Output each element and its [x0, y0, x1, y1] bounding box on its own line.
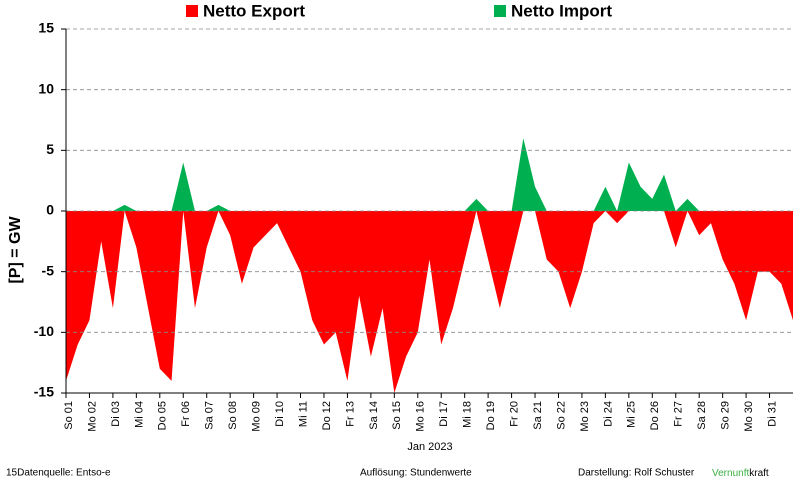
area [66, 138, 793, 211]
brand-green: Vernunft [712, 468, 749, 479]
area [66, 211, 793, 393]
x-tick-label: Mo 02 [86, 401, 98, 432]
x-tick-label: So 08 [227, 401, 239, 430]
y-tick-label: 5 [46, 141, 54, 157]
x-tick-label: Mi 04 [133, 401, 145, 428]
x-tick-label: Mo 09 [251, 401, 263, 432]
y-tick-label: 15 [38, 20, 54, 36]
footer-source: 15Datenquelle: Entso-e [6, 468, 111, 479]
x-tick-label: Fr 06 [180, 401, 192, 427]
x-tick-label: Do 12 [321, 401, 333, 430]
x-tick-label: So 15 [391, 401, 403, 430]
legend-label: Netto Import [511, 1, 612, 20]
x-tick-label: Di 10 [274, 401, 286, 427]
legend-swatch [186, 5, 198, 17]
x-tick-label: Mi 18 [462, 401, 474, 428]
x-tick-label: Sa 28 [696, 401, 708, 430]
x-tick-label: Mo 16 [415, 401, 427, 432]
x-tick-label: Fr 13 [344, 401, 356, 427]
y-tick-label: -15 [34, 384, 54, 400]
x-tick-label: Mo 23 [579, 401, 591, 432]
x-tick-label: So 22 [555, 401, 567, 430]
x-tick-label: Do 26 [649, 401, 661, 430]
y-tick-label: 0 [46, 202, 54, 218]
x-tick-label: Di 24 [602, 401, 614, 427]
x-tick-label: Sa 21 [532, 401, 544, 430]
x-tick-label: Di 31 [766, 401, 778, 427]
footer-resolution: Auflösung: Stundenwerte [360, 468, 472, 479]
x-tick-label: So 01 [63, 401, 75, 430]
x-tick-label: Do 05 [157, 401, 169, 430]
x-tick-label: Do 19 [485, 401, 497, 430]
x-axis-label: Jan 2023 [407, 441, 452, 453]
y-tick-label: 10 [38, 80, 54, 96]
x-tick-label: Fr 20 [508, 401, 520, 427]
brand-black: kraft [749, 468, 769, 479]
x-tick-label: Sa 07 [204, 401, 216, 430]
x-tick-label: Sa 14 [368, 401, 380, 430]
x-tick-label: Fr 27 [673, 401, 685, 427]
y-axis-label: [P] = GW [7, 216, 24, 284]
y-tick-label: -10 [34, 323, 54, 339]
footer-author: Darstellung: Rolf Schuster [578, 468, 695, 479]
x-tick-label: Mi 25 [626, 401, 638, 428]
y-tick-label: -5 [42, 262, 55, 278]
x-tick-label: Di 03 [110, 401, 122, 427]
x-tick-label: Di 17 [438, 401, 450, 427]
x-tick-label: Mo 30 [743, 401, 755, 432]
x-tick-label: Mi 11 [297, 401, 309, 427]
legend-swatch [494, 5, 506, 17]
x-tick-label: So 29 [720, 401, 732, 430]
legend-label: Netto Export [203, 1, 305, 20]
footer-brand: Vernunftkraft [712, 468, 769, 479]
